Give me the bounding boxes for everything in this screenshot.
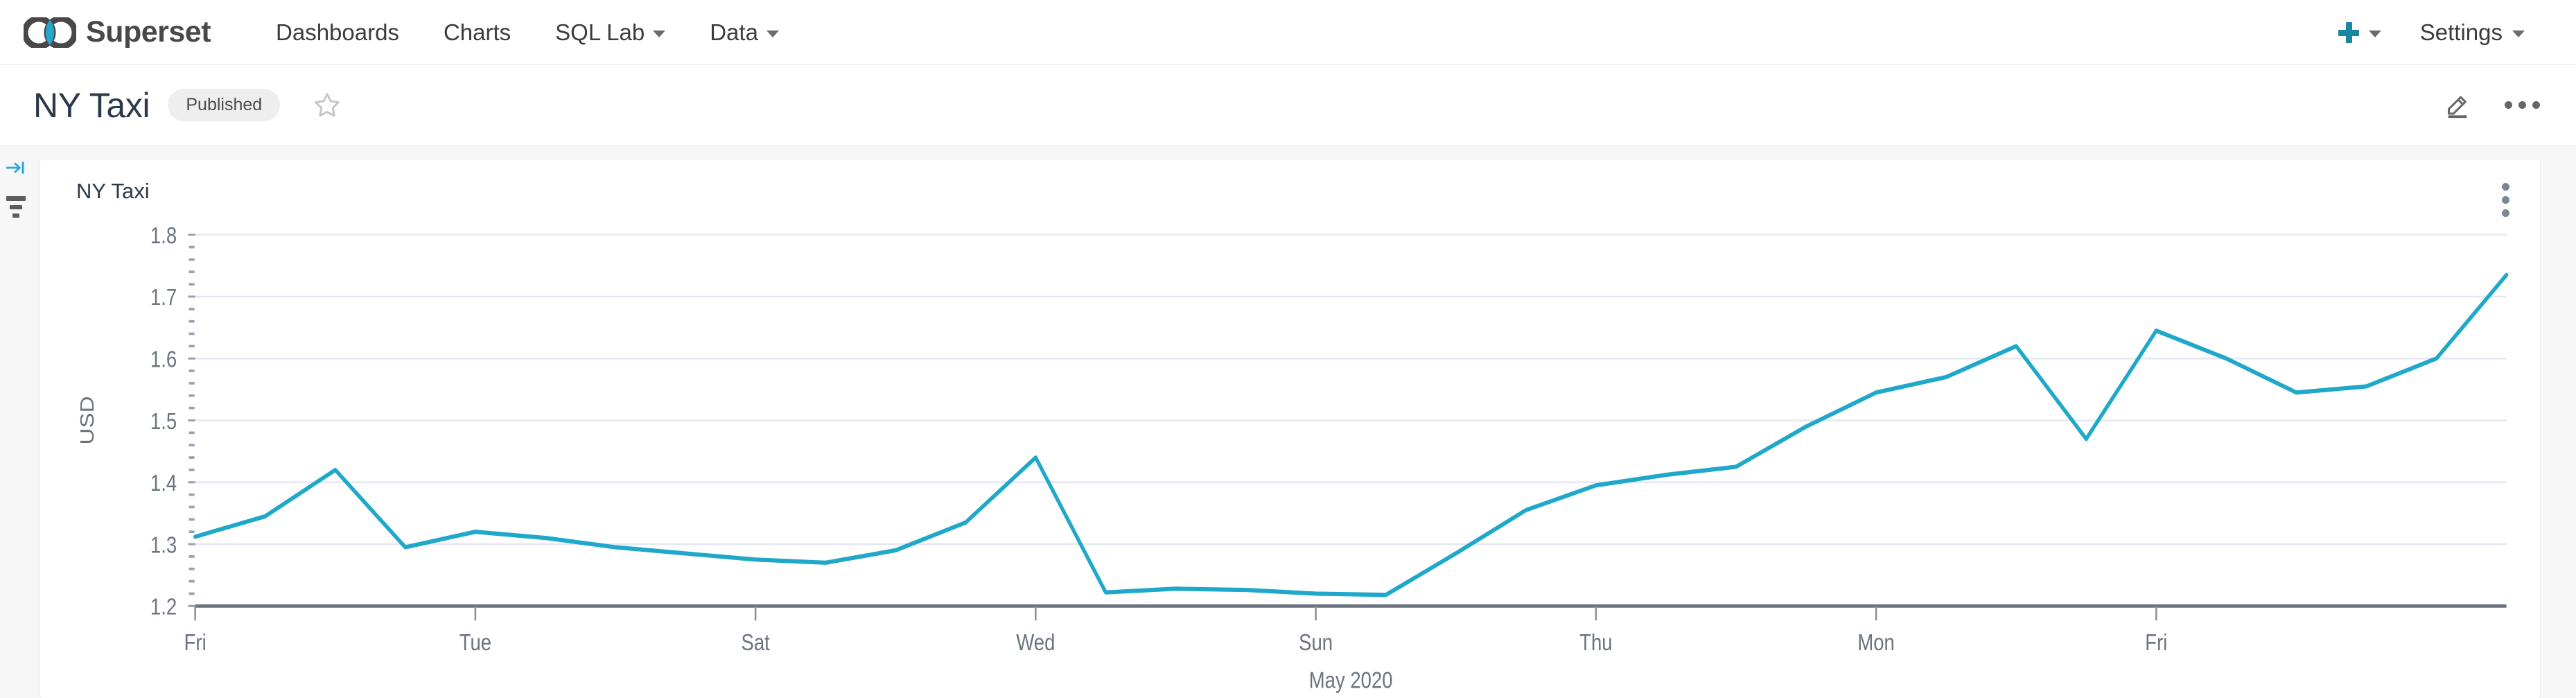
navbar-right: Settings <box>2319 19 2540 46</box>
superset-infinity-logo-icon <box>21 15 78 49</box>
more-vertical-icon[interactable] <box>2495 179 2516 221</box>
nav-item-charts[interactable]: Charts <box>421 19 533 46</box>
chart-title: NY Taxi <box>76 179 150 203</box>
nav-item-sql-lab-label: SQL Lab <box>555 19 645 45</box>
x-tick-label: Thu <box>1579 630 1612 656</box>
filter-funnel-icon[interactable] <box>6 196 26 218</box>
nav-item-charts-label: Charts <box>443 19 511 45</box>
dashboard-body: NY Taxi 1.2 1.3 1.4 1.5 1.6 1.7 1.8 USD Fri Tue Sa… <box>0 146 2576 698</box>
nav-links: Dashboards Charts SQL Lab Data <box>254 19 801 46</box>
more-horizontal-icon[interactable] <box>2505 101 2540 109</box>
x-tick-label: Sun <box>1299 630 1333 656</box>
x-axis-label: May 2020 <box>1309 668 1393 693</box>
x-tick-label: Mon <box>1857 630 1895 656</box>
y-axis-label: USD <box>77 396 98 444</box>
chevron-down-icon <box>2512 30 2525 37</box>
star-outline-icon[interactable] <box>312 90 342 121</box>
line-chart[interactable]: 1.2 1.3 1.4 1.5 1.6 1.7 1.8 USD Fri Tue Sat Wed Sun T… <box>61 221 2519 698</box>
top-navbar: Superset Dashboards Charts SQL Lab Data … <box>0 0 2576 65</box>
series-line-usd[interactable] <box>193 272 2509 597</box>
chart-card-header: NY Taxi <box>61 175 2519 221</box>
status-badge[interactable]: Published <box>168 89 281 121</box>
dot <box>2502 209 2509 217</box>
chevron-down-icon <box>766 30 779 37</box>
settings-menu[interactable]: Settings <box>2401 19 2540 46</box>
y-tick-label: 1.6 <box>150 347 177 372</box>
nav-item-data-label: Data <box>710 19 758 45</box>
x-tick-label: Wed <box>1016 630 1055 656</box>
dot <box>2502 196 2509 204</box>
chart-card-ny-taxi: NY Taxi 1.2 1.3 1.4 1.5 1.6 1.7 1.8 USD Fri Tue Sa… <box>40 159 2540 698</box>
x-tick-label: Sat <box>741 630 770 656</box>
brand-name: Superset <box>86 15 211 49</box>
dashboard-grid: NY Taxi 1.2 1.3 1.4 1.5 1.6 1.7 1.8 USD Fri Tue Sa… <box>32 146 2576 698</box>
nav-item-sql-lab[interactable]: SQL Lab <box>533 19 687 46</box>
filter-bar-collapsed <box>0 146 32 698</box>
x-tick-label: Fri <box>184 630 207 656</box>
y-tick-label: 1.8 <box>150 223 177 249</box>
y-tick-label: 1.7 <box>150 285 177 311</box>
dot <box>2505 101 2512 109</box>
y-tick-label: 1.5 <box>150 408 177 434</box>
brand-home-link[interactable]: Superset <box>21 15 211 49</box>
new-item-button[interactable] <box>2319 21 2401 43</box>
nav-item-data[interactable]: Data <box>687 19 801 46</box>
funnel-bar <box>12 213 19 218</box>
nav-item-dashboards[interactable]: Dashboards <box>254 19 421 46</box>
funnel-bar <box>6 196 26 201</box>
y-tick-label: 1.2 <box>150 594 177 620</box>
pencil-edit-icon[interactable] <box>2444 91 2471 119</box>
funnel-bar <box>10 205 22 209</box>
dashboard-header: NY Taxi Published <box>0 65 2576 146</box>
chevron-down-icon <box>2368 30 2381 37</box>
settings-label: Settings <box>2419 19 2503 45</box>
line-chart-viewport: 1.2 1.3 1.4 1.5 1.6 1.7 1.8 USD Fri Tue Sat Wed Sun T… <box>61 221 2519 698</box>
dot <box>2518 101 2526 109</box>
expand-panel-arrow-icon[interactable] <box>6 161 26 178</box>
chevron-down-icon <box>653 30 666 37</box>
plus-icon <box>2338 21 2359 43</box>
x-tick-label: Fri <box>2145 630 2167 656</box>
page-title: NY Taxi <box>33 85 150 125</box>
dot <box>2502 183 2509 191</box>
y-tick-label: 1.4 <box>150 471 177 496</box>
x-tick-label: Tue <box>459 630 491 656</box>
nav-item-dashboards-label: Dashboards <box>276 19 399 45</box>
y-tick-label: 1.3 <box>150 532 177 558</box>
dot <box>2532 101 2540 109</box>
dashboard-header-actions <box>2444 91 2540 119</box>
